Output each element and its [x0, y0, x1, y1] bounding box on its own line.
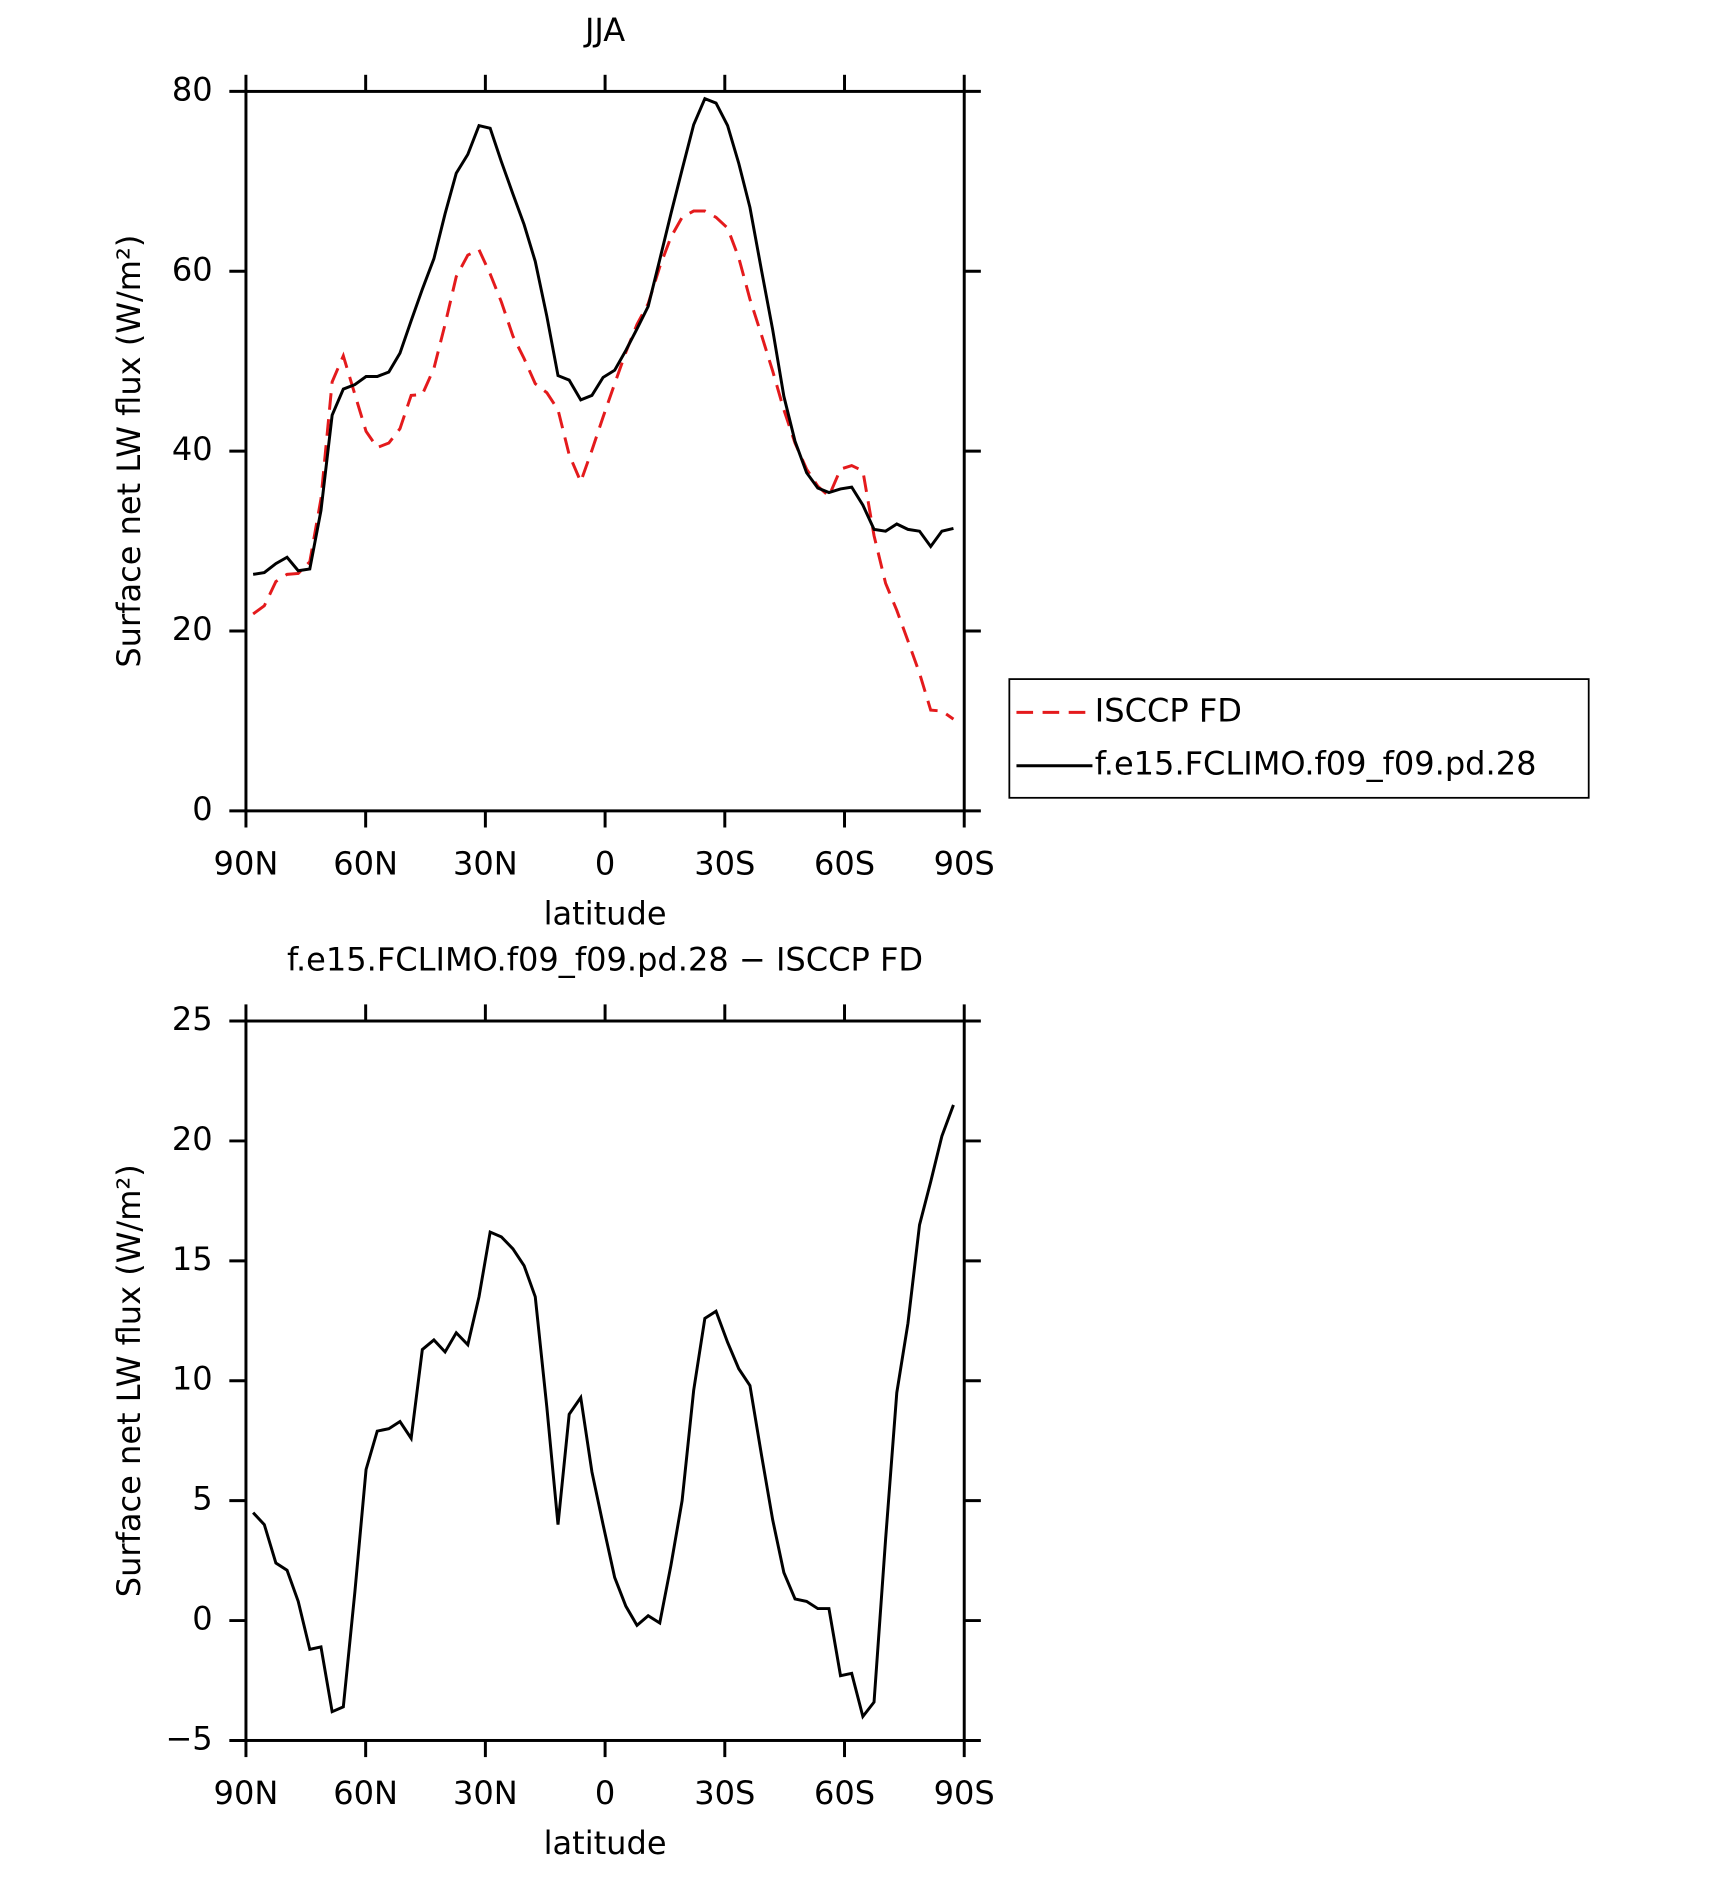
plot-frame — [244, 1019, 966, 1742]
y-tick-label: 0 — [192, 1600, 212, 1638]
y-tick-label: 10 — [172, 1360, 213, 1398]
y-tick-label: 80 — [172, 70, 213, 108]
x-tick-label: 60N — [333, 844, 398, 882]
chart-title: JJA — [583, 11, 625, 49]
y-tick-label: 20 — [172, 1120, 213, 1158]
x-axis-label: latitude — [544, 894, 667, 932]
x-tick-label: 90N — [214, 1774, 279, 1812]
x-tick-label: 30S — [694, 844, 755, 882]
chart-title: f.e15.FCLIMO.f09_f09.pd.28 − ISCCP FD — [287, 941, 923, 979]
y-tick-label: 0 — [192, 790, 212, 828]
data-line — [252, 96, 954, 576]
x-tick-label: 90N — [214, 844, 279, 882]
y-tick-label: 40 — [172, 430, 213, 468]
x-tick-label: 30S — [694, 1774, 755, 1812]
data-line — [252, 1104, 955, 1720]
x-axis-label: latitude — [544, 1824, 667, 1862]
x-tick-label: 60S — [814, 1774, 875, 1812]
legend-box — [1008, 678, 1590, 799]
y-tick-label: 60 — [172, 250, 213, 288]
legend-label: ISCCP FD — [1095, 691, 1242, 729]
x-tick-label: 90S — [934, 844, 995, 882]
x-tick-label: 60N — [333, 1774, 398, 1812]
y-tick-label: 5 — [192, 1480, 212, 1518]
x-tick-label: 30N — [453, 844, 518, 882]
data-line — [252, 209, 955, 721]
y-axis-label: Surface net LW flux (W/m²) — [110, 1164, 148, 1597]
y-tick-label: 20 — [172, 610, 213, 648]
legend-label: f.e15.FCLIMO.f09_f09.pd.28 — [1095, 745, 1537, 783]
y-tick-label: −5 — [165, 1719, 212, 1757]
x-tick-label: 0 — [595, 1774, 615, 1812]
x-tick-label: 90S — [934, 1774, 995, 1812]
y-tick-label: 25 — [172, 1000, 213, 1038]
y-axis-label: Surface net LW flux (W/m²) — [110, 235, 148, 668]
x-tick-label: 0 — [595, 844, 615, 882]
plot-frame — [244, 89, 966, 813]
x-tick-label: 30N — [453, 1774, 518, 1812]
x-tick-label: 60S — [814, 844, 875, 882]
y-tick-label: 15 — [172, 1240, 213, 1278]
